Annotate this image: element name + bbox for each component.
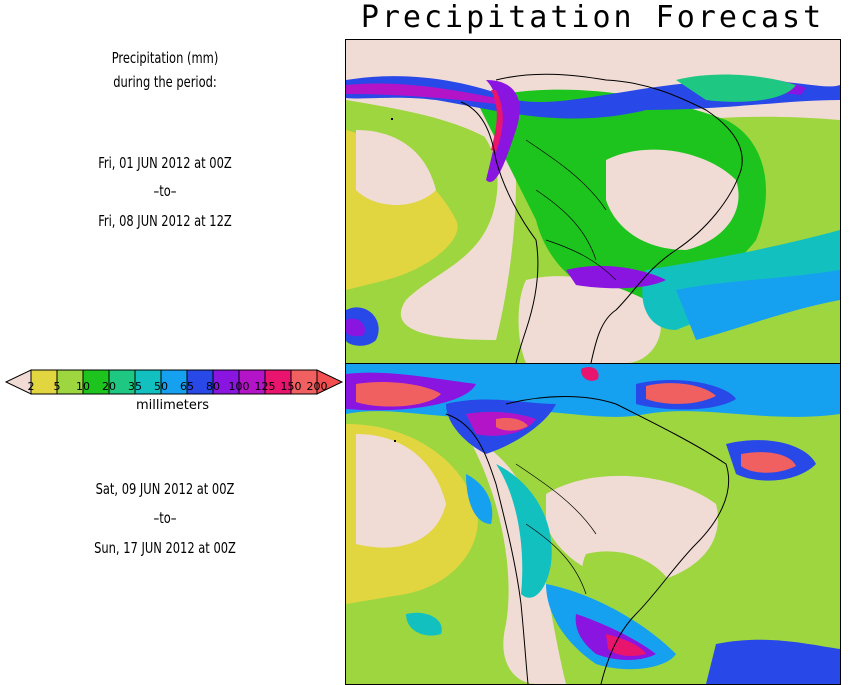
page-title: Precipitation Forecast	[360, 0, 825, 35]
period2-separator: –to–	[153, 509, 177, 527]
header-line-2: during the period:	[113, 73, 217, 91]
period2-start: Sat, 09 JUN 2012 at 00Z	[95, 480, 235, 498]
colorbar-segment	[186, 369, 214, 395]
colorbar-tick-label: 150	[280, 380, 302, 393]
colorbar-tick-label: 100	[228, 380, 250, 393]
colorbar	[4, 369, 344, 395]
colorbar-segment	[160, 369, 188, 395]
colorbar-segment	[30, 369, 58, 395]
colorbar-tick-label: 35	[128, 380, 142, 393]
colorbar-tick-label: 80	[206, 380, 220, 393]
colorbar-above-arrow	[316, 369, 344, 395]
precip-map-period1	[345, 39, 841, 364]
colorbar-segment	[56, 369, 84, 395]
colorbar-segment	[238, 369, 266, 395]
period2-end: Sun, 17 JUN 2012 at 00Z	[94, 539, 236, 557]
colorbar-segment	[212, 369, 240, 395]
colorbar-tick-label: 5	[53, 380, 61, 393]
period1-start: Fri, 01 JUN 2012 at 00Z	[98, 154, 232, 172]
precip-map-period2	[345, 363, 841, 685]
colorbar-tick-label: 10	[76, 380, 90, 393]
colorbar-tick-label: 65	[180, 380, 194, 393]
colorbar-units: millimeters	[136, 398, 209, 413]
period1-end: Fri, 08 JUN 2012 at 12Z	[98, 212, 232, 230]
colorbar-tick-label: 2	[27, 380, 35, 393]
colorbar-tick-label: 200	[306, 380, 328, 393]
colorbar-tick-label: 50	[154, 380, 168, 393]
colorbar-tick-label: 125	[254, 380, 276, 393]
colorbar-segment	[290, 369, 318, 395]
colorbar-tick-label: 20	[102, 380, 116, 393]
header-line-1: Precipitation (mm)	[111, 49, 219, 67]
period1-separator: –to–	[153, 182, 177, 200]
